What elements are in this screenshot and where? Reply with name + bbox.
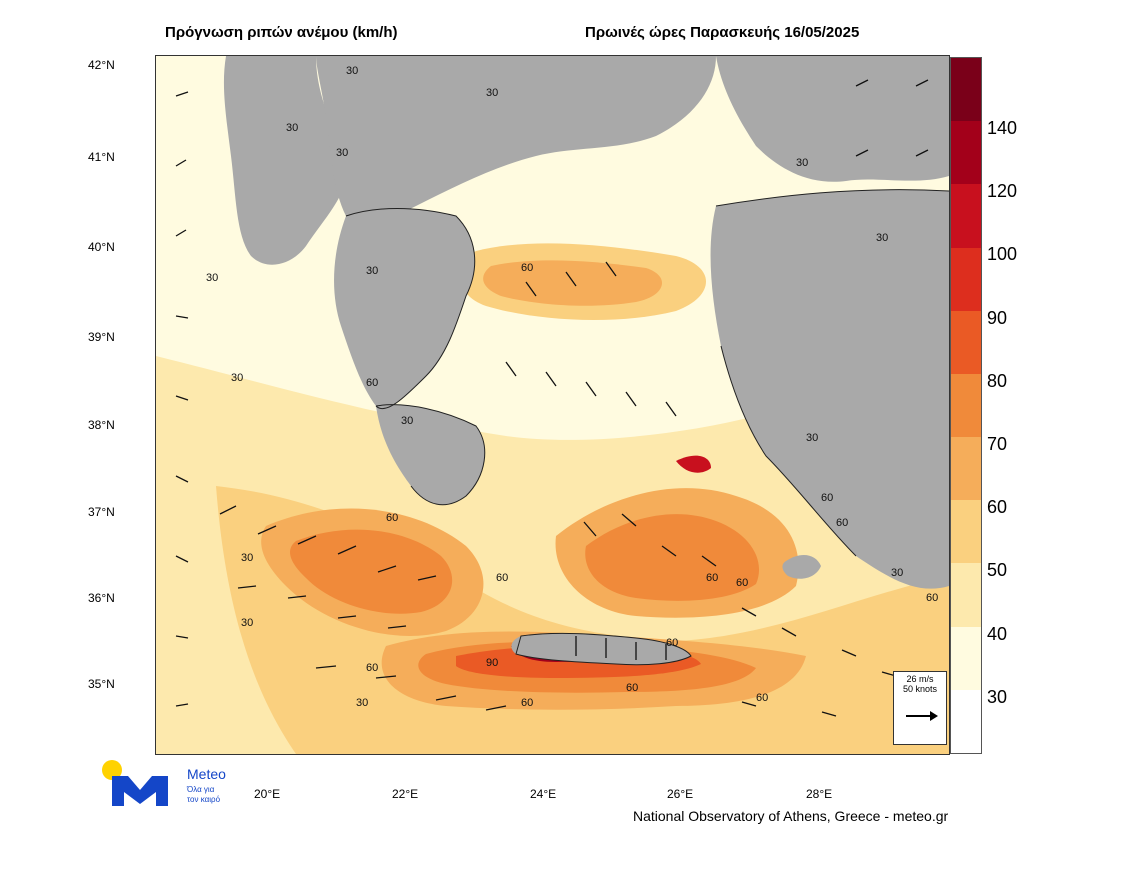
- vector-key-speed: 26 m/s: [906, 674, 934, 684]
- wind-arrows: [175, 79, 929, 717]
- colorbar: [950, 57, 982, 754]
- meteo-logo[interactable]: Meteo Όλα για τον καιρό: [100, 758, 250, 813]
- svg-text:60: 60: [366, 662, 378, 674]
- svg-text:60: 60: [521, 262, 533, 274]
- svg-text:60: 60: [626, 682, 638, 694]
- svg-text:60: 60: [836, 517, 848, 529]
- colorbar-cell: [951, 373, 981, 438]
- lon-label-28: 28°E: [806, 787, 833, 801]
- svg-text:60: 60: [736, 577, 748, 589]
- vector-key-knots: 50 knots: [902, 684, 938, 694]
- svg-text:60: 60: [926, 592, 938, 604]
- colorbar-label-40: 40: [987, 624, 1008, 644]
- land-crete: [511, 633, 691, 665]
- lon-label-22: 22°E: [392, 787, 419, 801]
- colorbar-cell: [951, 563, 981, 627]
- vector-key-arrow-icon: [906, 711, 938, 721]
- svg-text:60: 60: [821, 492, 833, 504]
- colorbar-cell: [951, 437, 981, 501]
- colorbar-cell: [951, 310, 981, 374]
- svg-text:30: 30: [401, 415, 413, 427]
- forecast-time: Πρωινές ώρες Παρασκευής 16/05/2025: [585, 24, 860, 41]
- svg-text:60: 60: [756, 692, 768, 704]
- colorbar-label-120: 120: [987, 181, 1018, 201]
- lon-label-20: 20°E: [254, 787, 281, 801]
- land-albania: [223, 56, 348, 265]
- wind-zone-70-ionian: [290, 529, 453, 614]
- svg-text:30: 30: [806, 432, 818, 444]
- colorbar-label-90: 90: [987, 308, 1008, 328]
- colorbar-cell: [951, 626, 981, 690]
- lat-label-42: 42°N: [88, 58, 115, 72]
- lat-label-36: 36°N: [88, 591, 115, 605]
- colorbar-label-50: 50: [987, 560, 1008, 580]
- wind-zone-100-aegean: [676, 455, 711, 473]
- svg-text:30: 30: [231, 372, 243, 384]
- lat-label-38: 38°N: [88, 418, 115, 432]
- svg-text:60: 60: [366, 377, 378, 389]
- land-rhodes: [782, 554, 821, 579]
- logo-tagline-2: τον καιρό: [187, 795, 221, 804]
- land-balkans: [316, 56, 716, 224]
- colorbar-cell: [951, 500, 981, 564]
- colorbar-label-100: 100: [987, 244, 1018, 264]
- svg-text:30: 30: [366, 265, 378, 277]
- colorbar-cell: [951, 121, 981, 185]
- svg-text:30: 30: [241, 552, 253, 564]
- svg-text:90: 90: [486, 657, 498, 669]
- land-peloponnese: [376, 404, 485, 505]
- map-canvas: 30 30 30 30 30 30 60 30 30 30 60 30 30 30 60 60 30 6…: [156, 56, 949, 754]
- lat-label-40: 40°N: [88, 240, 115, 254]
- lon-label-24: 24°E: [530, 787, 557, 801]
- coastlines: [345, 189, 949, 666]
- colorbar-label-60: 60: [987, 497, 1008, 517]
- lat-label-41: 41°N: [88, 150, 115, 164]
- svg-text:30: 30: [206, 272, 218, 284]
- colorbar-label-80: 80: [987, 371, 1008, 391]
- lat-label-39: 39°N: [88, 330, 115, 344]
- lat-label-37: 37°N: [88, 505, 115, 519]
- map-title: Πρόγνωση ριπών ανέμου (km/h): [165, 24, 398, 41]
- svg-text:30: 30: [336, 147, 348, 159]
- meteo-logo-icon: [102, 760, 168, 806]
- colorbar-label-30: 30: [987, 687, 1008, 707]
- colorbar-cell: [951, 184, 981, 248]
- logo-name: Meteo: [187, 766, 226, 782]
- colorbar-cell: [951, 689, 981, 753]
- svg-text:60: 60: [521, 697, 533, 709]
- svg-text:60: 60: [386, 512, 398, 524]
- land-turkey: [710, 189, 949, 589]
- svg-text:30: 30: [241, 617, 253, 629]
- colorbar-cell: [951, 58, 981, 122]
- colorbar-label-140: 140: [987, 118, 1018, 138]
- svg-text:60: 60: [706, 572, 718, 584]
- svg-text:30: 30: [796, 157, 808, 169]
- svg-text:30: 30: [346, 65, 358, 77]
- wind-zone-70-aegean: [585, 514, 760, 601]
- colorbar-cell: [951, 247, 981, 311]
- svg-text:30: 30: [286, 122, 298, 134]
- colorbar-label-70: 70: [987, 434, 1008, 454]
- land-bulgaria-thrace: [716, 56, 949, 182]
- svg-text:30: 30: [486, 87, 498, 99]
- contour-labels: 30 30 30 30 30 30 60 30 30 30 60 30 30 30 60 60 30 6…: [206, 65, 938, 709]
- svg-text:60: 60: [496, 572, 508, 584]
- footer-credit: National Observatory of Athens, Greece -…: [633, 808, 949, 824]
- lon-label-26: 26°E: [667, 787, 694, 801]
- wind-zone-60-north: [483, 260, 663, 306]
- wind-gust-map: 30 30 30 30 30 30 60 30 30 30 60 30 30 30 60 60 30 6…: [155, 55, 950, 755]
- svg-text:30: 30: [356, 697, 368, 709]
- svg-text:30: 30: [891, 567, 903, 579]
- svg-text:30: 30: [876, 232, 888, 244]
- vector-key: 26 m/s 50 knots: [893, 671, 947, 745]
- logo-tagline-1: Όλα για: [187, 785, 215, 794]
- svg-text:60: 60: [666, 637, 678, 649]
- lat-label-35: 35°N: [88, 677, 115, 691]
